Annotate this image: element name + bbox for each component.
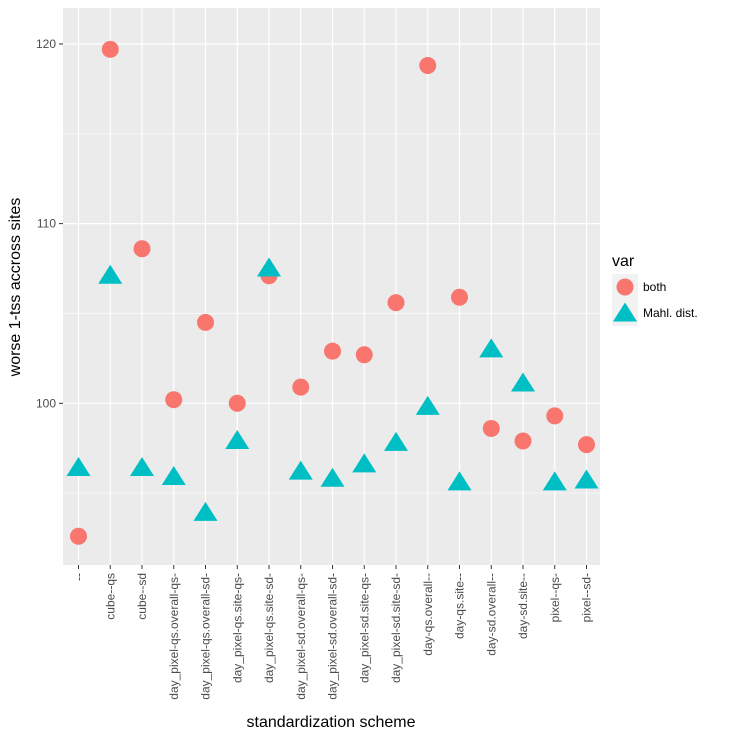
x-tick-label: cube--qs [103, 573, 117, 620]
point-mahl-dist [193, 501, 218, 521]
point-both [482, 419, 500, 437]
point-mahl-dist [225, 430, 250, 450]
legend-marker-mahl [613, 302, 637, 322]
y-tick-label: 100 [36, 396, 56, 410]
grid-minor [63, 133, 600, 494]
x-tick-label: day-sd.site-- [516, 573, 530, 639]
point-mahl-dist [415, 395, 440, 415]
point-both [70, 527, 87, 545]
legend-title: var [612, 253, 635, 270]
x-tick-label: -- [72, 573, 86, 581]
y-axis-title: worse 1-tss accross sites [7, 198, 24, 378]
x-tick-label: cube--sd [135, 573, 149, 620]
legend-label-both: both [643, 280, 666, 294]
point-both [514, 432, 532, 450]
point-mahl-dist [384, 431, 408, 451]
point-both [355, 346, 373, 364]
point-mahl-dist [288, 460, 313, 480]
point-mahl-dist [542, 471, 567, 491]
x-tick-label: day_pixel-sd.overall-sd- [326, 573, 340, 700]
point-mahl-dist [320, 467, 345, 487]
x-axis: -- cube--qs cube--sd day_pixel-qs.overall-q… [72, 565, 594, 700]
point-both [292, 378, 310, 396]
point-both [228, 394, 246, 412]
x-tick-label: day_pixel-qs.overall-qs- [167, 573, 181, 700]
point-both [324, 342, 341, 360]
point-mahl-dist [511, 372, 535, 392]
point-mahl-dist [130, 456, 154, 476]
x-tick-label: day_pixel-sd.site-sd- [389, 573, 403, 683]
x-tick-label: day_pixel-qs.site-sd- [262, 573, 276, 683]
x-tick-label: pixel--sd- [580, 573, 594, 622]
x-tick-label: day-sd.overall-- [484, 573, 498, 656]
point-both [197, 313, 214, 331]
data-points [66, 40, 599, 545]
point-mahl-dist [574, 469, 599, 489]
x-tick-label: day_pixel-qs.site-qs- [230, 573, 244, 683]
point-mahl-dist [447, 471, 472, 491]
x-tick-label: day_pixel-sd.site-qs- [357, 573, 371, 683]
point-both [451, 288, 468, 306]
point-both [133, 240, 151, 258]
point-both [387, 294, 405, 312]
point-both [419, 56, 437, 74]
y-tick-label: 120 [36, 37, 56, 51]
point-both [165, 391, 183, 409]
point-mahl-dist [161, 465, 186, 485]
point-both [101, 40, 119, 58]
point-mahl-dist [257, 257, 281, 277]
legend-marker-both [616, 278, 634, 296]
legend-label-mahl: Mahl. dist. [643, 306, 698, 320]
point-mahl-dist [98, 264, 123, 284]
x-tick-label: day-qs.overall-- [421, 573, 435, 656]
x-tick-label: day_pixel-qs.overall-sd- [199, 573, 213, 700]
y-tick-label: 110 [37, 217, 56, 231]
x-tick-label: pixel--qs- [548, 573, 562, 622]
x-axis-title: standardization scheme [247, 714, 416, 731]
point-mahl-dist [66, 456, 91, 476]
legend: var both Mahl. dist. [612, 253, 698, 326]
point-both [578, 436, 595, 454]
point-mahl-dist [479, 338, 504, 358]
x-tick-label: day-qs.site-- [453, 573, 467, 639]
point-mahl-dist [352, 453, 377, 473]
x-tick-label: day_pixel-sd.overall-qs- [294, 573, 308, 700]
y-axis: 100 110 120 [36, 37, 63, 410]
point-both [546, 407, 564, 425]
